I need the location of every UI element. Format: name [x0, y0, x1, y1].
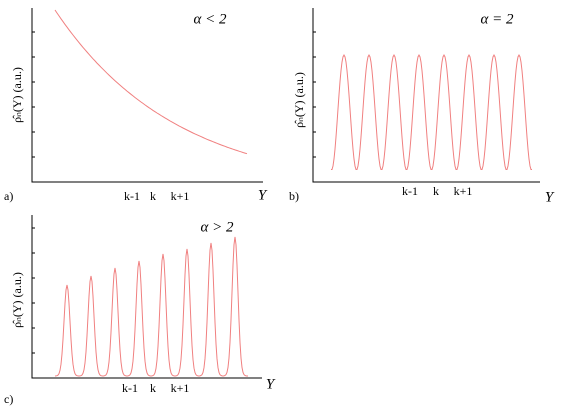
tick-label: k+1 — [454, 184, 473, 198]
tick-label: k-1 — [122, 381, 138, 395]
tick-label: k+1 — [171, 189, 190, 203]
axes — [31, 8, 263, 183]
y-axis-label: ρ̂ₙ(Y) (a.u.) — [10, 67, 24, 123]
panel-label: b) — [289, 189, 299, 203]
annotation: α > 2 — [201, 219, 234, 235]
x-axis-label: Y — [258, 187, 268, 203]
panel-label: a) — [4, 189, 13, 203]
y-axis-label: ρ̂ₙ(Y) (a.u.) — [10, 272, 24, 328]
curve — [54, 236, 248, 377]
y-axis-label: ρ̂ₙ(Y) (a.u.) — [292, 72, 306, 128]
tick-label: k — [150, 189, 156, 203]
tick-label: k — [150, 381, 156, 395]
tick-label: k-1 — [124, 189, 140, 203]
annotation: α = 2 — [481, 11, 514, 27]
x-axis-label: Y — [545, 189, 555, 205]
x-axis-label: Y — [266, 376, 276, 392]
tick-label: k — [433, 184, 439, 198]
axes — [31, 215, 262, 379]
annotation: α < 2 — [194, 11, 227, 27]
axes — [312, 8, 540, 183]
curve — [331, 53, 532, 170]
tick-label: k-1 — [402, 184, 418, 198]
panel-label: c) — [4, 392, 13, 406]
curve — [54, 9, 248, 155]
tick-label: k+1 — [171, 381, 190, 395]
